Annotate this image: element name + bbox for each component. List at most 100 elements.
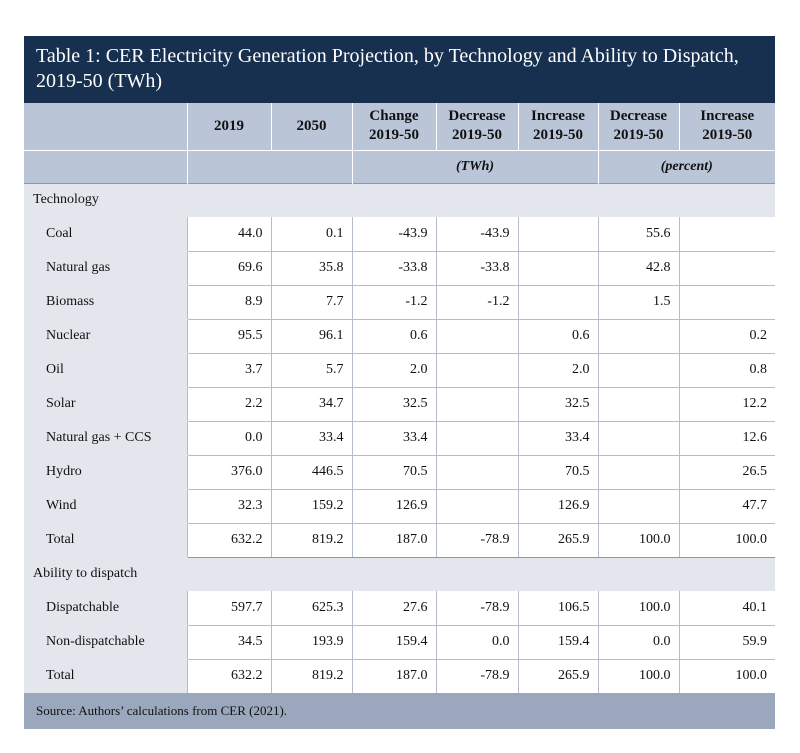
table-cell: 34.7	[270, 387, 352, 422]
table-cell: 126.9	[351, 489, 436, 524]
row-label: Hydro	[24, 455, 187, 490]
table-cell: 159.4	[517, 625, 598, 660]
table-cell	[517, 285, 598, 320]
table-cell	[678, 285, 775, 320]
table-row: Natural gas + CCS 0.0 33.4 33.4 33.4 12.6	[24, 421, 775, 456]
column-header: Increase 2019-50	[517, 103, 598, 151]
table-cell: 100.0	[678, 659, 775, 694]
table-cell: 265.9	[517, 659, 598, 694]
table-cell	[435, 353, 518, 388]
table-cell: 59.9	[678, 625, 775, 660]
table-row: Nuclear 95.5 96.1 0.6 0.6 0.2	[24, 319, 775, 354]
table-cell	[435, 421, 518, 456]
section-header-row: Technology	[24, 182, 775, 217]
table-cell	[435, 489, 518, 524]
table-cell: -78.9	[435, 659, 518, 694]
row-label: Dispatchable	[24, 591, 187, 626]
table-cell: 12.2	[678, 387, 775, 422]
table-cell: 8.9	[186, 285, 271, 320]
table-row: Non-dispatchable 34.5 193.9 159.4 0.0 159.4 0.…	[24, 625, 775, 660]
table-cell: 44.0	[186, 217, 271, 252]
table-cell: 40.1	[678, 591, 775, 626]
table-row: Wind 32.3 159.2 126.9 126.9 47.7	[24, 489, 775, 524]
table-cell: 27.6	[351, 591, 436, 626]
table-cell	[678, 251, 775, 286]
column-header-line1: 2019	[214, 117, 244, 134]
table-cell: 0.6	[517, 319, 598, 354]
section-header-row: Ability to dispatch	[24, 556, 775, 591]
section-title: Technology	[24, 182, 775, 217]
table-cell: 265.9	[517, 523, 598, 558]
table-cell: 0.2	[678, 319, 775, 354]
table-cell: 159.2	[270, 489, 352, 524]
row-label: Natural gas	[24, 251, 187, 286]
table-cell: -33.8	[435, 251, 518, 286]
table-cell: 0.1	[270, 217, 352, 252]
column-header-line2: 2019-50	[702, 127, 753, 144]
table-cell	[435, 455, 518, 490]
table-cell: 96.1	[270, 319, 352, 354]
table-cell: 100.0	[597, 591, 679, 626]
table-row: Coal 44.0 0.1 -43.9 -43.9 55.6	[24, 217, 775, 252]
table-cell: 5.7	[270, 353, 352, 388]
table-figure: Table 1: CER Electricity Generation Proj…	[24, 36, 775, 729]
column-header: 2050	[270, 103, 352, 151]
table-cell: -1.2	[435, 285, 518, 320]
table-cell: 34.5	[186, 625, 271, 660]
row-label: Solar	[24, 387, 187, 422]
table-row: Oil 3.7 5.7 2.0 2.0 0.8	[24, 353, 775, 388]
column-header-line2: 2019-50	[369, 127, 419, 144]
table-cell: 1.5	[597, 285, 679, 320]
table-cell: -78.9	[435, 591, 518, 626]
column-header: 2019	[186, 103, 271, 151]
row-label: Total	[24, 659, 187, 694]
table-cell	[517, 217, 598, 252]
table-cell: 187.0	[351, 523, 436, 558]
table-cell: 126.9	[517, 489, 598, 524]
table-cell: 3.7	[186, 353, 271, 388]
table-cell: -43.9	[351, 217, 436, 252]
unit-twh: (TWh)	[351, 150, 598, 183]
column-header-line1: Decrease	[609, 108, 668, 125]
section-title: Ability to dispatch	[24, 556, 775, 591]
row-label: Biomass	[24, 285, 187, 320]
table-cell: 26.5	[678, 455, 775, 490]
header-corner	[24, 103, 187, 151]
table-cell: 55.6	[597, 217, 679, 252]
column-header-line1: Increase	[700, 108, 755, 125]
column-header-line1: Decrease	[448, 108, 506, 125]
table-cell: 32.5	[351, 387, 436, 422]
row-label: Non-dispatchable	[24, 625, 187, 660]
table-cell: 70.5	[517, 455, 598, 490]
table-cell: 2.0	[517, 353, 598, 388]
table-cell: 33.4	[351, 421, 436, 456]
table-cell: 33.4	[270, 421, 352, 456]
table-cell: 2.0	[351, 353, 436, 388]
table-cell: -33.8	[351, 251, 436, 286]
table-cell: 0.8	[678, 353, 775, 388]
table-row: Hydro 376.0 446.5 70.5 70.5 26.5	[24, 455, 775, 490]
column-header: Decrease 2019-50	[597, 103, 679, 151]
table-cell: 819.2	[270, 523, 352, 558]
table-cell	[597, 489, 679, 524]
table-body: Technology Coal 44.0 0.1 -43.9 -43.9 55.6 Natur…	[24, 182, 775, 694]
table-cell: 69.6	[186, 251, 271, 286]
column-header-line2: 2019-50	[533, 127, 583, 144]
table-row: Biomass 8.9 7.7 -1.2 -1.2 1.5	[24, 285, 775, 320]
table-cell: 42.8	[597, 251, 679, 286]
column-header-line2: 2019-50	[452, 127, 502, 144]
table-cell: 12.6	[678, 421, 775, 456]
table-cell: 100.0	[597, 523, 679, 558]
row-label: Total	[24, 523, 187, 558]
table-cell: 100.0	[597, 659, 679, 694]
unit-percent: (percent)	[597, 150, 775, 183]
column-header-line1: 2050	[296, 117, 327, 134]
table-row: Natural gas 69.6 35.8 -33.8 -33.8 42.8	[24, 251, 775, 286]
table-cell: 100.0	[678, 523, 775, 558]
table-cell	[597, 353, 679, 388]
table-cell: 0.0	[435, 625, 518, 660]
table-cell	[597, 319, 679, 354]
table-cell	[597, 387, 679, 422]
table-cell: 632.2	[186, 659, 271, 694]
column-header-line2: 2019-50	[613, 127, 664, 144]
